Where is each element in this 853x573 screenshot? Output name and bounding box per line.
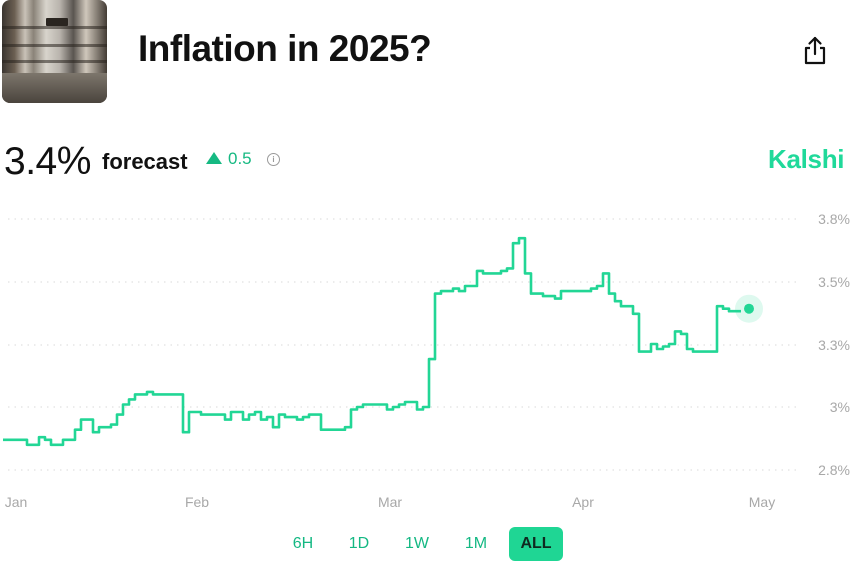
store-sign [46, 18, 68, 26]
shelf-line [2, 60, 107, 63]
x-tick-label: Apr [572, 494, 594, 510]
forecast-value: 3.4% [4, 140, 91, 183]
market-thumbnail [2, 0, 107, 103]
y-tick-label: 3.8% [818, 211, 850, 227]
info-icon[interactable]: i [267, 153, 280, 166]
y-tick-label: 3.5% [818, 274, 850, 290]
time-range-selector: 6H 1D 1W 1M ALL [0, 527, 853, 561]
range-1m-button[interactable]: 1M [464, 535, 488, 552]
share-button[interactable] [800, 34, 830, 68]
shelf-line [2, 26, 107, 29]
x-tick-label: Mar [378, 494, 402, 510]
share-icon [804, 36, 826, 65]
current-value-point [744, 303, 754, 314]
forecast-chart: 3.8% 3.5% 3.3% 3% 2.8% Jan Feb Mar Apr May [3, 211, 850, 510]
x-tick-label: Jan [5, 494, 28, 510]
page-title: Inflation in 2025? [138, 28, 432, 69]
triangle-up-icon [206, 152, 222, 164]
y-tick-label: 3.3% [818, 337, 850, 353]
forecast-change: 0.5 [228, 149, 252, 168]
x-tick-label: Feb [185, 494, 209, 510]
shelf-line [2, 44, 107, 47]
brand-logo: Kalshi [768, 144, 845, 174]
store-floor [2, 73, 107, 103]
y-tick-label: 3% [830, 399, 850, 415]
y-tick-label: 2.8% [818, 462, 850, 478]
forecast-label: forecast [102, 149, 188, 174]
forecast-series-line [3, 236, 741, 447]
x-tick-label: May [749, 494, 775, 510]
range-all-button[interactable]: ALL [509, 527, 563, 561]
range-1d-button[interactable]: 1D [348, 535, 370, 552]
range-6h-button[interactable]: 6H [292, 535, 314, 552]
range-1w-button[interactable]: 1W [405, 535, 429, 552]
